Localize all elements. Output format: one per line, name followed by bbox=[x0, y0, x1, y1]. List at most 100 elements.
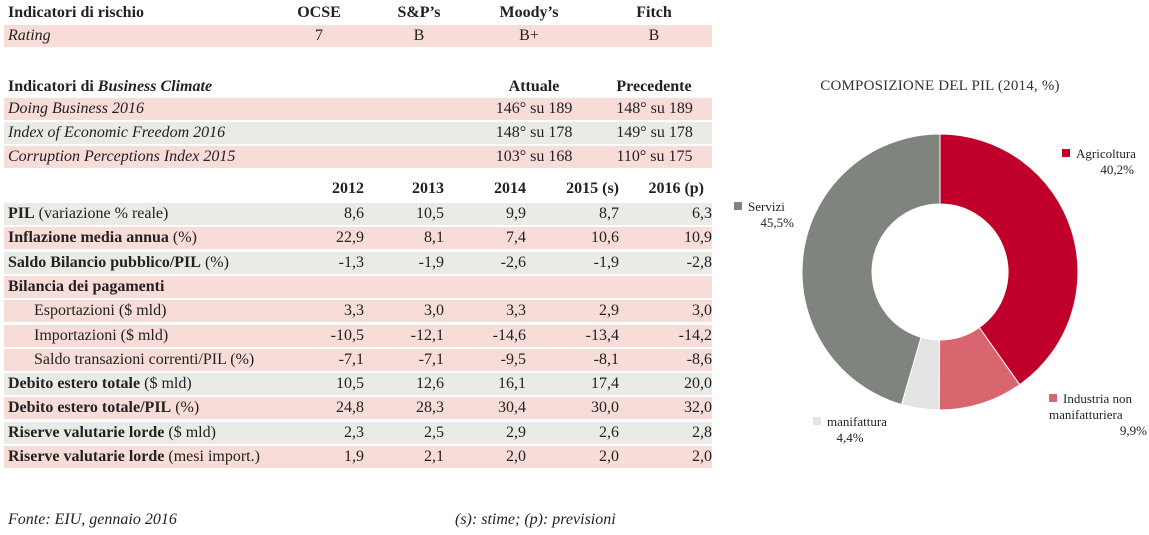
business-row-label: Index of Economic Freedom 2016 bbox=[8, 124, 226, 141]
macro-row: Bilancia dei pagamenti bbox=[4, 275, 712, 298]
macro-cell: 2,0 bbox=[506, 448, 526, 465]
macro-cell: 2,3 bbox=[344, 423, 364, 441]
macro-cell: 2,9 bbox=[506, 423, 526, 441]
macro-row: Saldo transazioni correnti/PIL (%) -7,1 -7… bbox=[4, 348, 712, 371]
rating-col-fitch: Fitch bbox=[636, 4, 672, 21]
chart-title: COMPOSIZIONE DEL PIL (2014, %) bbox=[820, 78, 1060, 94]
macro-row: Saldo Bilancio pubblico/PIL (%) -1,3 -1,9 -… bbox=[4, 251, 712, 274]
business-row-current: 146° su 189 bbox=[495, 100, 573, 117]
macro-row-label-bold: Inflazione media annua bbox=[8, 229, 169, 247]
legend-value-industria: 9,9% bbox=[1119, 423, 1147, 438]
macro-row-label-bold: Riserve valutarie lorde bbox=[8, 448, 165, 465]
macro-year-2015: 2015 (s) bbox=[566, 180, 619, 197]
macro-cell: -2,8 bbox=[686, 253, 712, 271]
macro-row-label-bold: PIL bbox=[8, 205, 35, 222]
macro-cell: 2,1 bbox=[424, 448, 444, 465]
macro-row-label: Inflazione media annua (%) bbox=[8, 227, 197, 249]
macro-cell: 8,6 bbox=[344, 205, 364, 222]
business-col-previous: Precedente bbox=[616, 78, 692, 95]
business-row-previous: 149° su 178 bbox=[616, 124, 693, 141]
macro-row-label-rest: (%) bbox=[171, 399, 200, 417]
macro-row-label: Debito estero totale ($ mld) bbox=[8, 373, 192, 395]
rating-row: Rating 7 B B+ B bbox=[4, 25, 712, 47]
macro-cell: 17,4 bbox=[591, 375, 619, 393]
business-row-current: 148° su 178 bbox=[495, 124, 573, 141]
business-row-label: Corruption Perceptions Index 2015 bbox=[8, 148, 236, 165]
macro-row: Inflazione media annua (%) 22,9 8,1 7,4 10,6… bbox=[4, 227, 712, 250]
business-row-previous: 148° su 189 bbox=[616, 100, 693, 117]
gdp-donut-chart bbox=[801, 133, 1079, 411]
macro-cell: 7,4 bbox=[506, 229, 526, 247]
macro-row-label: PIL (variazione % reale) bbox=[8, 203, 168, 225]
macro-cell: -1,9 bbox=[593, 253, 619, 271]
macro-header-row: 2012 2013 2014 2015 (s) 2016 (p) bbox=[4, 178, 712, 200]
rating-col-moodys: Moody’s bbox=[499, 4, 559, 21]
legend-value-agricoltura: 40,2% bbox=[1100, 162, 1134, 177]
macro-row-label-rest: ($ mld) bbox=[164, 423, 216, 441]
macro-cell: 10,5 bbox=[416, 205, 444, 222]
macro-cell: -7,1 bbox=[338, 350, 364, 368]
macro-cell: 16,1 bbox=[498, 375, 526, 393]
macro-row-label-rest: ($ mld) bbox=[140, 375, 192, 393]
macro-row: Riserve valutarie lorde ($ mld) 2,3 2,5 2,9… bbox=[4, 421, 712, 444]
legend-label-manifattura: manifattura bbox=[827, 414, 887, 429]
macro-cell: -9,5 bbox=[500, 350, 526, 368]
legend-agricoltura: Agricoltura 40,2% bbox=[1062, 146, 1136, 178]
macro-cell: 10,6 bbox=[591, 229, 619, 247]
macro-cell: -10,5 bbox=[330, 326, 364, 344]
footer-note: (s): stime; (p): previsioni bbox=[455, 511, 616, 528]
business-row: Index of Economic Freedom 2016 148° su 17… bbox=[4, 122, 712, 144]
macro-row-label: Riserve valutarie lorde (mesi import.) bbox=[8, 446, 260, 468]
business-header-label: Indicatori di Business Climate bbox=[8, 76, 212, 98]
macro-cell: -8,6 bbox=[686, 350, 712, 368]
legend-label-agricoltura: Agricoltura bbox=[1076, 146, 1136, 161]
macro-cell: -1,9 bbox=[418, 253, 444, 271]
macro-cell: 1,9 bbox=[344, 448, 364, 465]
macro-cell: 8,7 bbox=[599, 205, 619, 222]
legend-label-industria: Industria non manifatturiera bbox=[1049, 391, 1132, 422]
macro-cell: 2,0 bbox=[692, 448, 712, 465]
rating-value-fitch: B bbox=[648, 27, 660, 44]
macro-year-2013: 2013 bbox=[412, 180, 444, 197]
macro-cell: -14,6 bbox=[492, 326, 526, 344]
macro-row: Riserve valutarie lorde (mesi import.) 1,… bbox=[4, 446, 712, 468]
macro-cell: -1,3 bbox=[338, 253, 364, 271]
donut-slice-agricoltura bbox=[939, 133, 1079, 386]
business-row: Doing Business 2016 146° su 189 148° su 18… bbox=[4, 98, 712, 120]
macro-cell: 6,3 bbox=[692, 205, 712, 222]
macro-row: Debito estero totale ($ mld) 10,5 12,6 16,1… bbox=[4, 373, 712, 396]
macro-cell: 3,0 bbox=[424, 302, 444, 320]
macro-row-label-rest: (variazione % reale) bbox=[34, 205, 169, 222]
macro-cell: 10,5 bbox=[336, 375, 364, 393]
macro-cell: 3,0 bbox=[692, 302, 712, 320]
macro-cell: 2,9 bbox=[599, 302, 619, 320]
macro-row-label: Esportazioni ($ mld) bbox=[34, 300, 166, 322]
macro-cell: 2,5 bbox=[424, 423, 444, 441]
macro-row: Importazioni ($ mld) -10,5 -12,1 -14,6 -13,4… bbox=[4, 324, 712, 347]
business-row-label: Doing Business 2016 bbox=[8, 100, 144, 117]
legend-servizi: Servizi 45,5% bbox=[734, 199, 794, 231]
macro-row-label-bold: Saldo Bilancio pubblico/PIL bbox=[8, 253, 201, 271]
macro-cell: 2,8 bbox=[692, 423, 712, 441]
donut-slice-servizi bbox=[801, 133, 941, 406]
legend-swatch-industria bbox=[1049, 394, 1057, 402]
macro-cell: 20,0 bbox=[684, 375, 712, 393]
macro-row-label: Importazioni ($ mld) bbox=[34, 325, 168, 347]
macro-row-label-bold: Debito estero totale bbox=[8, 375, 141, 393]
macro-cell: 28,3 bbox=[416, 399, 444, 417]
macro-year-2012: 2012 bbox=[332, 180, 364, 197]
legend-value-manifattura: 4,4% bbox=[836, 430, 864, 445]
business-row: Corruption Perceptions Index 2015 103° su… bbox=[4, 146, 712, 168]
business-header-italic: Business Climate bbox=[97, 78, 213, 95]
macro-row: Esportazioni ($ mld) 3,3 3,0 3,3 2,9 3,0 bbox=[4, 300, 712, 323]
macro-row-label: Debito estero totale/PIL (%) bbox=[8, 397, 199, 419]
macro-row-label-rest: (%) bbox=[168, 229, 197, 247]
macro-row-label-bold: Bilancia dei pagamenti bbox=[8, 277, 165, 295]
macro-cell: 9,9 bbox=[506, 205, 526, 222]
rating-header-row: Indicatori di rischio OCSE S&P’s Moody’s… bbox=[4, 2, 712, 24]
macro-row-label-rest: Importazioni ($ mld) bbox=[34, 326, 169, 344]
macro-cell: -2,6 bbox=[500, 253, 526, 271]
legend-industria: Industria non manifatturiera 9,9% bbox=[1049, 391, 1147, 439]
rating-header-label: Indicatori di rischio bbox=[8, 4, 145, 21]
macro-cell: -13,4 bbox=[585, 326, 619, 344]
